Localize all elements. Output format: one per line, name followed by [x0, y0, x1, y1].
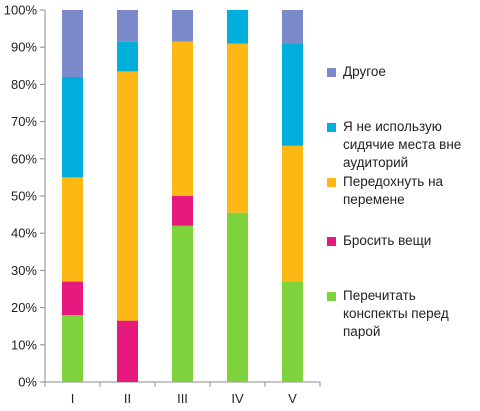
bar-segment-ii-series-4	[117, 10, 138, 42]
legend-label: Перечитать конспекты перед парой	[343, 288, 449, 339]
legend-label: Бросить вещи	[343, 233, 432, 248]
x-tick-label: V	[288, 391, 297, 406]
bar-segment-i-series-4	[62, 10, 83, 77]
x-tick-label: IV	[231, 391, 244, 406]
legend: Другое Я не использую сидячие места вне а…	[327, 0, 477, 411]
legend-swatch	[327, 292, 336, 301]
y-tick-label: 70%	[11, 114, 37, 129]
bar-segment-i-series-0	[62, 315, 83, 382]
bar-segment-ii-series-3	[117, 41, 138, 72]
y-tick-label: 80%	[11, 77, 37, 92]
legend-label: Я не использую сидячие места вне аудитор…	[343, 119, 462, 170]
y-tick-label: 0%	[18, 375, 37, 390]
legend-swatch	[327, 178, 336, 187]
bar-segment-v-series-2	[282, 145, 303, 282]
bar-segment-ii-series-2	[117, 71, 138, 321]
bar-segment-i-series-1	[62, 281, 83, 316]
y-tick-label: 50%	[11, 189, 37, 204]
y-tick-label: 20%	[11, 300, 37, 315]
x-tick-label: III	[177, 391, 188, 406]
bar-segment-iii-series-4	[172, 10, 193, 42]
bar-segment-v-series-4	[282, 10, 303, 44]
y-tick-label: 10%	[11, 337, 37, 352]
legend-label: Другое	[343, 64, 386, 79]
bar-segment-iv-series-2	[227, 43, 248, 213]
bar-segment-iv-series-0	[227, 212, 248, 382]
x-tick-label: I	[71, 391, 75, 406]
bar-segment-iii-series-2	[172, 41, 193, 197]
plot-area: 0%10%20%30%40%50%60%70%80%90%100%I II III I…	[4, 3, 321, 406]
legend-swatch	[327, 123, 336, 132]
x-tick-label: II	[124, 391, 131, 406]
bar-segment-v-series-3	[282, 43, 303, 146]
y-tick-label: 60%	[11, 151, 37, 166]
y-tick-label: 30%	[11, 263, 37, 278]
bar-segment-i-series-2	[62, 177, 83, 282]
bar-segment-i-series-3	[62, 76, 83, 178]
y-tick-label: 100%	[4, 3, 38, 18]
y-tick-label: 90%	[11, 40, 37, 55]
y-tick-label: 40%	[11, 226, 37, 241]
bar-segment-iv-series-3	[227, 10, 248, 44]
legend-swatch	[327, 68, 336, 77]
bar-segment-iii-series-0	[172, 225, 193, 382]
bar-segment-ii-series-1	[117, 320, 138, 382]
bar-segment-v-series-0	[282, 281, 303, 382]
bar-segment-iii-series-1	[172, 196, 193, 226]
legend-label: Передохнуть на перемене	[343, 174, 444, 207]
legend-swatch	[327, 237, 336, 246]
